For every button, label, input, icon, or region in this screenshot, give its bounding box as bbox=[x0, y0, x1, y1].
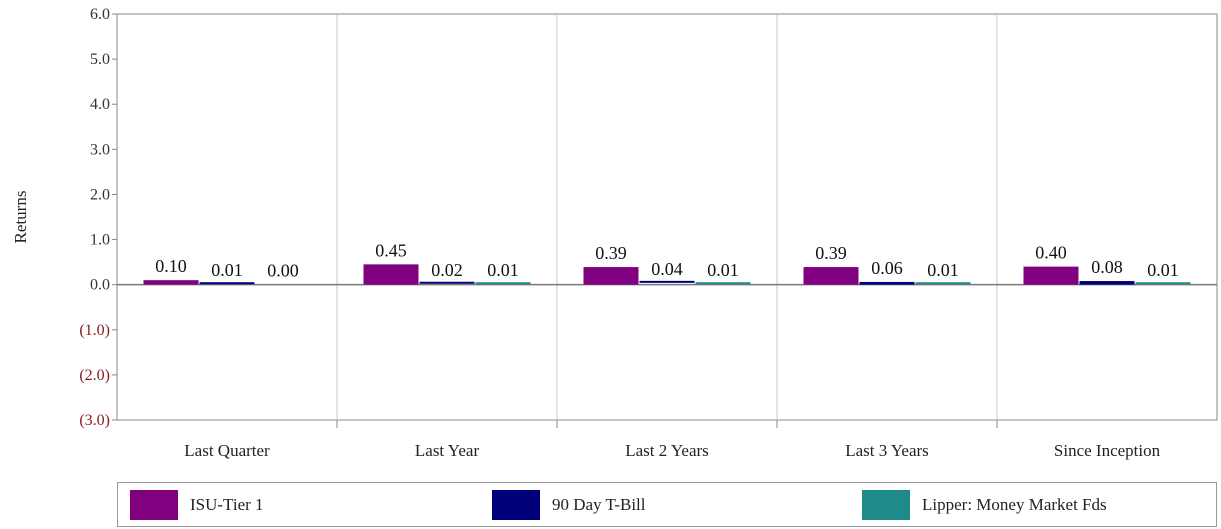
data-label: 0.01 bbox=[487, 260, 519, 280]
bar bbox=[199, 282, 255, 285]
bar bbox=[859, 281, 915, 285]
data-label: 0.45 bbox=[375, 240, 407, 260]
x-category-label: Last 2 Years bbox=[625, 441, 709, 460]
x-category-label: Last Quarter bbox=[184, 441, 270, 460]
bar bbox=[583, 267, 639, 285]
data-label: 0.04 bbox=[651, 259, 683, 279]
legend-item-90-day-t-bill: 90 Day T-Bill bbox=[492, 490, 646, 520]
bar bbox=[363, 264, 419, 285]
y-tick-label: 3.0 bbox=[90, 141, 110, 158]
bar bbox=[639, 280, 695, 283]
data-label: 0.00 bbox=[267, 261, 299, 281]
legend-swatch-isu-tier-1 bbox=[130, 490, 178, 520]
y-tick-label: 4.0 bbox=[90, 96, 110, 113]
x-category-label: Last 3 Years bbox=[845, 441, 929, 460]
data-label: 0.01 bbox=[211, 260, 243, 280]
bar bbox=[803, 267, 859, 285]
data-label: 0.06 bbox=[871, 258, 903, 278]
legend-item-lipper-money-market: Lipper: Money Market Fds bbox=[862, 490, 1107, 520]
plot-frame bbox=[116, 13, 1218, 421]
legend-label-isu-tier-1: ISU-Tier 1 bbox=[190, 495, 264, 514]
bar bbox=[475, 282, 531, 285]
data-label: 0.40 bbox=[1035, 243, 1067, 263]
data-label: 0.08 bbox=[1091, 257, 1123, 277]
y-tick-label: (1.0) bbox=[79, 322, 110, 339]
y-tick-label: (2.0) bbox=[79, 367, 110, 384]
x-category-label: Since Inception bbox=[1054, 441, 1161, 460]
chart-legend: ISU-Tier 1 90 Day T-Bill Lipper: Money M… bbox=[117, 482, 1217, 527]
y-tick-label: 2.0 bbox=[90, 186, 110, 203]
data-label: 0.39 bbox=[815, 243, 847, 263]
bar bbox=[1023, 266, 1079, 285]
data-label: 0.01 bbox=[707, 260, 739, 280]
bar bbox=[1135, 282, 1191, 285]
y-axis-label: Returns bbox=[11, 191, 30, 244]
bar bbox=[695, 282, 751, 285]
data-label: 0.01 bbox=[927, 260, 959, 280]
bar bbox=[915, 282, 971, 285]
data-label: 0.01 bbox=[1147, 260, 1179, 280]
bar bbox=[1079, 281, 1135, 285]
y-tick-label: 5.0 bbox=[90, 51, 110, 68]
data-label: 0.02 bbox=[431, 260, 463, 280]
legend-swatch-90-day-t-bill bbox=[492, 490, 540, 520]
legend-label-lipper-money-market: Lipper: Money Market Fds bbox=[922, 495, 1107, 514]
legend-label-90-day-t-bill: 90 Day T-Bill bbox=[552, 495, 646, 514]
legend-item-isu-tier-1: ISU-Tier 1 bbox=[130, 490, 264, 520]
bar-chart: 6.0 5.0 4.0 3.0 2.0 1.0 0.0 (1.0) (2.0) (3.0) Retu… bbox=[11, 6, 1218, 460]
legend-swatch-lipper-money-market bbox=[862, 490, 910, 520]
data-label: 0.10 bbox=[155, 256, 187, 276]
x-category-label: Last Year bbox=[415, 441, 480, 460]
y-tick-label: 1.0 bbox=[90, 232, 110, 249]
y-tick-label: 6.0 bbox=[90, 6, 110, 23]
y-tick-label: 0.0 bbox=[90, 277, 110, 294]
y-tick-label: (3.0) bbox=[79, 412, 110, 429]
bar bbox=[419, 281, 475, 284]
bar bbox=[143, 280, 199, 285]
data-label: 0.39 bbox=[595, 243, 627, 263]
